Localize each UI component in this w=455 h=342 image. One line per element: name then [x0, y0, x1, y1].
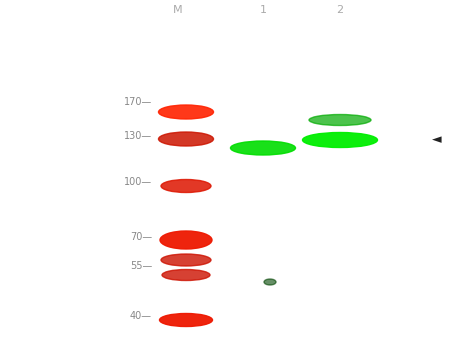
Ellipse shape	[159, 314, 212, 327]
Ellipse shape	[158, 105, 213, 119]
Text: 55—: 55—	[130, 261, 152, 271]
Ellipse shape	[161, 254, 211, 266]
Text: ◄: ◄	[431, 133, 440, 146]
Text: 2: 2	[336, 5, 343, 15]
Ellipse shape	[230, 141, 295, 155]
Ellipse shape	[158, 132, 213, 146]
Text: 100—: 100—	[124, 177, 152, 187]
Text: M: M	[173, 5, 182, 15]
Text: 170—: 170—	[123, 97, 152, 107]
Text: 70—: 70—	[130, 232, 152, 242]
Ellipse shape	[161, 180, 211, 193]
Ellipse shape	[160, 231, 212, 249]
Ellipse shape	[263, 279, 275, 285]
Text: 40—: 40—	[130, 311, 152, 321]
Ellipse shape	[308, 115, 370, 126]
Text: 1: 1	[259, 5, 266, 15]
Ellipse shape	[162, 269, 210, 280]
Text: 130—: 130—	[124, 131, 152, 141]
Ellipse shape	[302, 132, 377, 147]
